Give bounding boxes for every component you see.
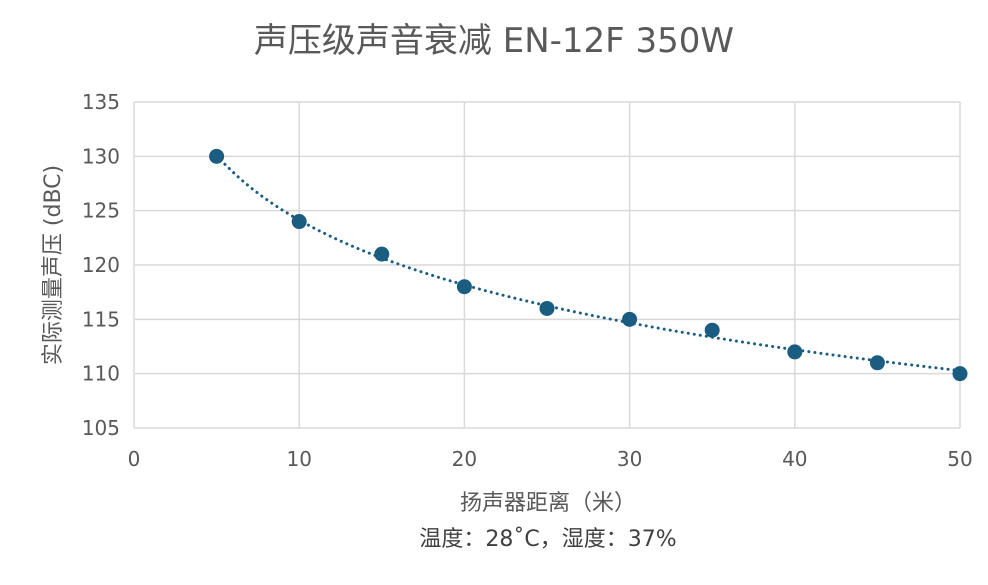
chart-title: 声压级声音衰减 EN-12F 350W	[254, 21, 734, 61]
tick-layer: 105 110 115 120 125 130 135 0 10 20 30 40 50	[82, 90, 973, 471]
data-point	[374, 246, 390, 262]
x-axis-label: 扬声器距离（米）	[460, 491, 636, 516]
data-point	[539, 300, 555, 316]
x-tick-label: 10	[286, 447, 311, 471]
y-tick-label: 125	[82, 199, 120, 223]
data-point	[209, 148, 225, 164]
x-tick-label: 50	[947, 447, 972, 471]
conditions-note: 温度：28˚C，湿度：37%	[419, 527, 676, 552]
trendline	[215, 153, 962, 373]
trendline-layer	[215, 153, 962, 373]
x-tick-label: 0	[128, 447, 141, 471]
data-point	[456, 279, 472, 295]
x-tick-label: 40	[782, 447, 807, 471]
y-tick-label: 105	[82, 416, 120, 440]
y-axis-label: 实际测量声压 (dBC)	[41, 165, 66, 365]
x-tick-label: 20	[452, 447, 477, 471]
data-point	[869, 355, 885, 371]
y-tick-label: 120	[82, 253, 120, 277]
data-point	[704, 322, 720, 338]
points-layer	[209, 148, 968, 382]
y-tick-label: 130	[82, 144, 120, 168]
y-tick-label: 115	[82, 307, 120, 331]
data-point	[952, 366, 968, 382]
grid-layer	[133, 101, 961, 429]
y-tick-label: 135	[82, 90, 120, 114]
y-tick-label: 110	[82, 362, 120, 386]
data-point	[622, 311, 638, 327]
x-tick-label: 30	[617, 447, 642, 471]
data-point	[291, 214, 307, 230]
data-point	[787, 344, 803, 360]
